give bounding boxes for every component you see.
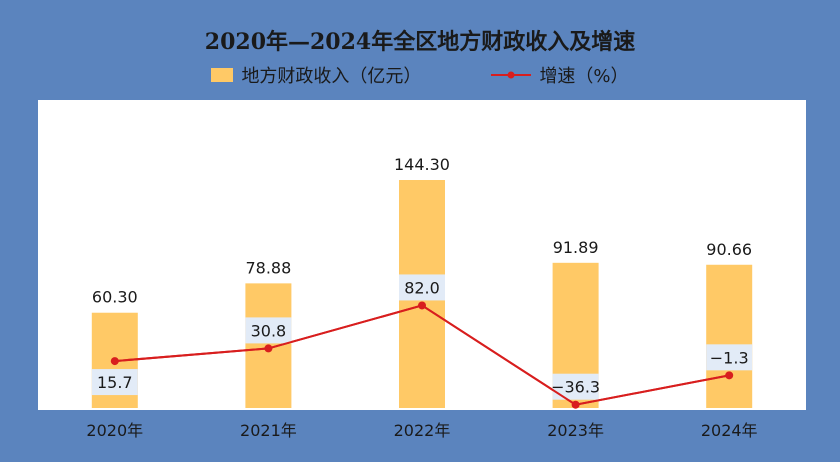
bar-value-label: 91.89 <box>553 238 599 257</box>
legend-label-growth: 增速（%） <box>539 66 629 87</box>
x-tick-label: 2022年 <box>394 421 451 440</box>
growth-point <box>725 371 734 380</box>
bar-value-label: 60.30 <box>92 288 138 307</box>
x-tick-label: 2021年 <box>240 421 297 440</box>
legend-item-revenue: 地方财政收入（亿元） <box>211 62 421 88</box>
legend: 地方财政收入（亿元） 增速（%） <box>0 62 840 88</box>
growth-point <box>264 344 273 353</box>
growth-point <box>110 357 119 366</box>
bar-value-label: 90.66 <box>706 240 752 259</box>
growth-label-box <box>399 274 445 301</box>
bar-value-label: 144.30 <box>394 155 450 174</box>
x-tick-label: 2023年 <box>547 421 604 440</box>
growth-label-box <box>91 369 138 396</box>
growth-label-box <box>706 344 753 371</box>
growth-label-box <box>245 317 292 344</box>
growth-value-label: −1.3 <box>710 348 749 367</box>
bar-value-label: 78.88 <box>245 258 291 277</box>
growth-point <box>571 400 580 409</box>
growth-value-label: 15.7 <box>97 373 133 392</box>
growth-value-label: 82.0 <box>404 278 440 297</box>
growth-value-label: 30.8 <box>251 321 287 340</box>
x-tick-label: 2020年 <box>86 421 143 440</box>
growth-value-label: −36.3 <box>551 378 600 397</box>
x-tick-label: 2024年 <box>701 421 758 440</box>
legend-label-revenue: 地方财政收入（亿元） <box>241 66 422 87</box>
growth-point <box>418 301 426 310</box>
bar-2024年 <box>706 264 753 408</box>
legend-bar-swatch <box>211 68 234 82</box>
legend-item-growth: 增速（%） <box>491 62 629 88</box>
chart-title: 2020年—2024年全区地方财政收入及增速 <box>204 29 636 55</box>
legend-line-swatch <box>491 71 532 79</box>
